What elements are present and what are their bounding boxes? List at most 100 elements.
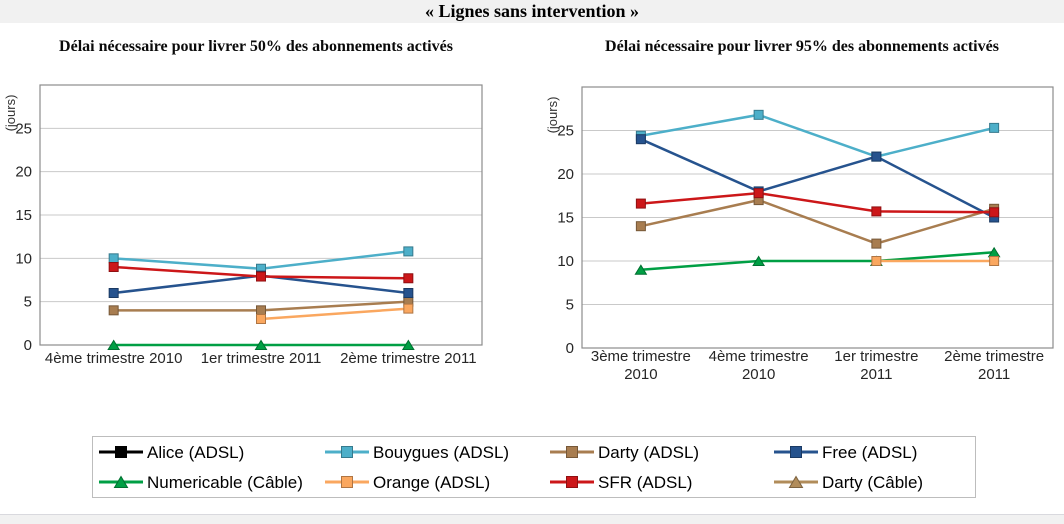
gridlines: [582, 130, 1053, 305]
square-marker-icon: [341, 476, 353, 488]
x-tick-label: 2010: [742, 366, 775, 383]
square-marker-icon: [871, 256, 882, 266]
legend-label: Alice (ADSL): [147, 442, 245, 462]
bottom-band: [0, 514, 1064, 524]
y-tick-label: 10: [557, 253, 574, 270]
series-line: [640, 198, 995, 245]
y-tick-label: 5: [566, 297, 574, 314]
square-marker-icon: [871, 238, 882, 249]
title-band: « Lignes sans intervention »: [0, 0, 1064, 23]
square-marker-icon: [108, 262, 119, 272]
plot-frame: [581, 86, 1054, 349]
square-marker-icon: [108, 288, 119, 298]
left-chart-canvas: 0 5 10 15 20 25(jours) 4ème trimestre 2010 1er …: [3, 84, 483, 367]
legend-box: Alice (ADSL) Bouygues (ADSL) Darty (ADSL) F…: [92, 436, 976, 498]
x-tick-label: 4ème trimestre: [709, 348, 809, 365]
legend-marker-icon: [774, 475, 818, 488]
square-marker-icon: [989, 122, 1000, 133]
x-tick-label: 2011: [860, 366, 892, 383]
legend-label: Free (ADSL): [822, 442, 918, 462]
y-tick-label: 25: [15, 120, 32, 137]
y-tick-label: 5: [24, 294, 32, 311]
legend-label: Orange (ADSL): [373, 472, 491, 492]
y-axis-title: (jours): [545, 97, 560, 134]
square-marker-icon: [108, 253, 119, 264]
square-marker-icon: [790, 446, 802, 458]
square-marker-icon: [989, 256, 1000, 266]
legend-marker-icon: [550, 476, 594, 488]
series-line: [640, 191, 995, 214]
y-tick-label: 0: [566, 340, 574, 357]
legend-marker-icon: [550, 446, 594, 458]
y-tick-label: 0: [24, 337, 32, 354]
square-marker-icon: [403, 288, 414, 298]
series-orange-adsl: [871, 256, 1000, 266]
x-tick-label: 3ème trimestre: [591, 348, 691, 365]
y-tick-label: 15: [15, 207, 32, 224]
series-orange-adsl: [256, 303, 414, 324]
triangle-marker-icon: [107, 339, 121, 350]
x-axis-labels: 4ème trimestre 2010 1er trimestre 2011 2èm…: [45, 350, 477, 367]
series-bouygues-adsl: [635, 109, 1000, 162]
x-tick-label: 2ème trimestre: [944, 348, 1044, 365]
legend-item-free-adsl: Free (ADSL): [773, 444, 975, 461]
legend-marker-icon: [99, 475, 143, 488]
legend-item-sfr-adsl: SFR (ADSL): [549, 474, 773, 491]
square-marker-icon: [403, 273, 414, 284]
square-marker-icon: [566, 446, 578, 458]
legend-item-darty-adsl: Darty (ADSL): [549, 444, 773, 461]
triangle-marker-icon: [401, 339, 415, 350]
square-marker-icon: [115, 446, 127, 458]
x-tick-label: 1er trimestre: [834, 348, 918, 365]
legend-marker-icon: [325, 446, 369, 458]
triangle-marker-icon: [634, 264, 648, 275]
x-tick-label: 2ème trimestre 2011: [340, 350, 476, 367]
square-marker-icon: [108, 305, 119, 316]
legend-label: Darty (ADSL): [598, 442, 700, 462]
legend-item-numericable-c-ble: Numericable (Câble): [98, 474, 324, 491]
legend-marker-icon: [325, 476, 369, 488]
square-marker-icon: [753, 109, 764, 120]
y-tick-label: 25: [557, 123, 574, 140]
triangle-marker-icon: [254, 339, 268, 350]
triangle-marker-icon: [752, 255, 766, 266]
legend-marker-icon: [774, 446, 818, 458]
right-chart-title: Délai nécessaire pour livrer 95% des abo…: [605, 38, 999, 55]
square-marker-icon: [635, 221, 646, 232]
legend-item-bouygues-adsl: Bouygues (ADSL): [324, 444, 549, 461]
main-title: « Lignes sans intervention »: [424, 1, 640, 21]
square-marker-icon: [871, 206, 882, 217]
left-chart-title: Délai nécessaire pour livrer 50% des abo…: [59, 38, 453, 55]
series-line: [640, 138, 995, 219]
y-axis-title: (jours): [3, 95, 18, 132]
legend-label: Bouygues (ADSL): [373, 442, 510, 462]
x-tick-label: 2010: [624, 366, 657, 383]
legend-label: Darty (Câble): [822, 472, 924, 492]
series-bouygues-adsl: [108, 246, 414, 274]
square-marker-icon: [989, 207, 1000, 218]
legend-label: SFR (ADSL): [598, 472, 693, 492]
series-numericable-c-ble: [107, 339, 415, 350]
series-sfr-adsl: [635, 188, 1000, 218]
y-axis-ticks: 0 5 10 15 20 25: [557, 123, 574, 358]
square-marker-icon: [341, 446, 353, 458]
y-tick-label: 10: [15, 250, 32, 267]
legend-label: Numericable (Câble): [147, 472, 303, 492]
legend-item-darty-c-ble: Darty (Câble): [773, 474, 975, 491]
square-marker-icon: [403, 246, 414, 257]
series-line: [260, 307, 409, 321]
triangle-marker-icon: [788, 475, 804, 488]
square-marker-icon: [256, 314, 266, 324]
series-line: [640, 113, 995, 158]
square-marker-icon: [635, 134, 646, 145]
series-free-adsl: [635, 134, 1000, 223]
series-sfr-adsl: [108, 262, 414, 284]
triangle-marker-icon: [113, 475, 129, 488]
square-marker-icon: [566, 476, 578, 488]
legend-marker-icon: [99, 446, 143, 458]
y-axis-ticks: 0 5 10 15 20 25: [15, 120, 32, 354]
y-tick-label: 20: [557, 166, 574, 183]
series-line: [640, 251, 995, 271]
